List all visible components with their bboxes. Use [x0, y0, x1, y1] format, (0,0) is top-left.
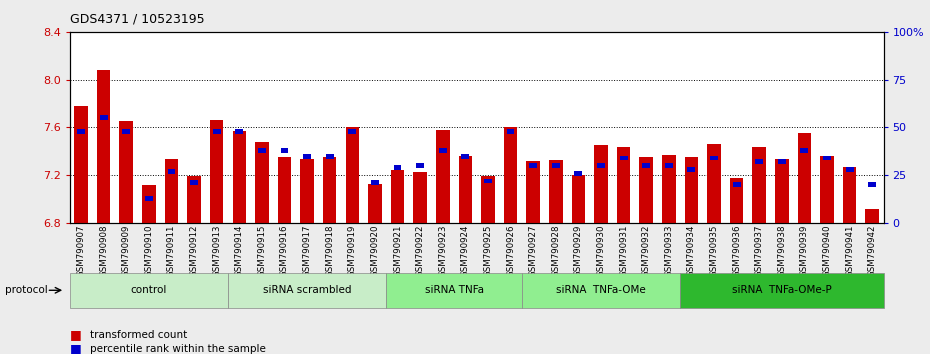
Bar [639, 157, 653, 223]
Text: control: control [131, 285, 167, 295]
Bar [823, 156, 830, 160]
Text: GDS4371 / 10523195: GDS4371 / 10523195 [70, 12, 205, 25]
Bar [619, 156, 628, 160]
Text: siRNA  TNFa-OMe: siRNA TNFa-OMe [556, 285, 645, 295]
Bar [710, 156, 718, 160]
Bar [278, 157, 291, 223]
Bar [74, 106, 87, 223]
Bar [798, 133, 811, 223]
Bar [235, 129, 244, 134]
Bar [187, 176, 201, 223]
Bar [458, 156, 472, 223]
Bar [281, 148, 288, 153]
Text: percentile rank within the sample: percentile rank within the sample [90, 344, 266, 354]
Bar [300, 159, 313, 223]
Bar [526, 161, 540, 223]
Bar [371, 181, 379, 185]
Bar [349, 129, 356, 134]
Bar [549, 160, 563, 223]
Bar [775, 159, 789, 223]
Bar [100, 115, 108, 120]
Bar [801, 148, 808, 153]
Bar [845, 167, 854, 172]
Bar [123, 129, 130, 134]
Bar [393, 165, 402, 170]
Bar [303, 154, 311, 159]
Bar [165, 159, 179, 223]
Bar [504, 127, 517, 223]
Bar [461, 154, 470, 159]
Bar [643, 163, 650, 168]
Bar [326, 154, 334, 159]
Bar [551, 163, 560, 168]
Bar [752, 147, 766, 223]
Bar [213, 129, 220, 134]
Bar [258, 148, 266, 153]
Bar [843, 167, 857, 223]
Bar [866, 209, 879, 223]
Bar [575, 171, 582, 176]
Bar [594, 145, 607, 223]
Bar [597, 163, 605, 168]
Bar [665, 163, 672, 168]
Bar [436, 130, 449, 223]
Bar [869, 182, 876, 187]
Bar [97, 70, 111, 223]
Bar [190, 181, 198, 185]
Bar [572, 175, 585, 223]
Bar [232, 131, 246, 223]
Bar [391, 170, 405, 223]
Bar [733, 182, 740, 187]
Bar [167, 169, 176, 174]
Bar [707, 144, 721, 223]
Text: transformed count: transformed count [90, 330, 188, 339]
Bar [820, 156, 834, 223]
Bar [346, 127, 359, 223]
Bar [119, 121, 133, 223]
Text: siRNA TNFa: siRNA TNFa [424, 285, 484, 295]
Bar [529, 163, 538, 168]
Bar [413, 172, 427, 223]
Bar [145, 196, 153, 201]
Bar [484, 178, 492, 183]
Bar [255, 142, 269, 223]
Bar [730, 178, 743, 223]
Bar [323, 157, 337, 223]
Text: siRNA scrambled: siRNA scrambled [263, 285, 352, 295]
Bar [507, 129, 514, 134]
Bar [210, 120, 223, 223]
Bar [416, 163, 424, 168]
Bar [755, 159, 764, 164]
Text: ■: ■ [70, 342, 82, 354]
Bar [684, 157, 698, 223]
Text: siRNA  TNFa-OMe-P: siRNA TNFa-OMe-P [732, 285, 831, 295]
Text: ■: ■ [70, 328, 82, 341]
Bar [481, 176, 495, 223]
Bar [777, 159, 786, 164]
Text: protocol: protocol [5, 285, 47, 295]
Bar [368, 184, 381, 223]
Bar [142, 185, 155, 223]
Bar [662, 155, 675, 223]
Bar [439, 148, 446, 153]
Bar [687, 167, 696, 172]
Bar [617, 147, 631, 223]
Bar [77, 129, 85, 134]
